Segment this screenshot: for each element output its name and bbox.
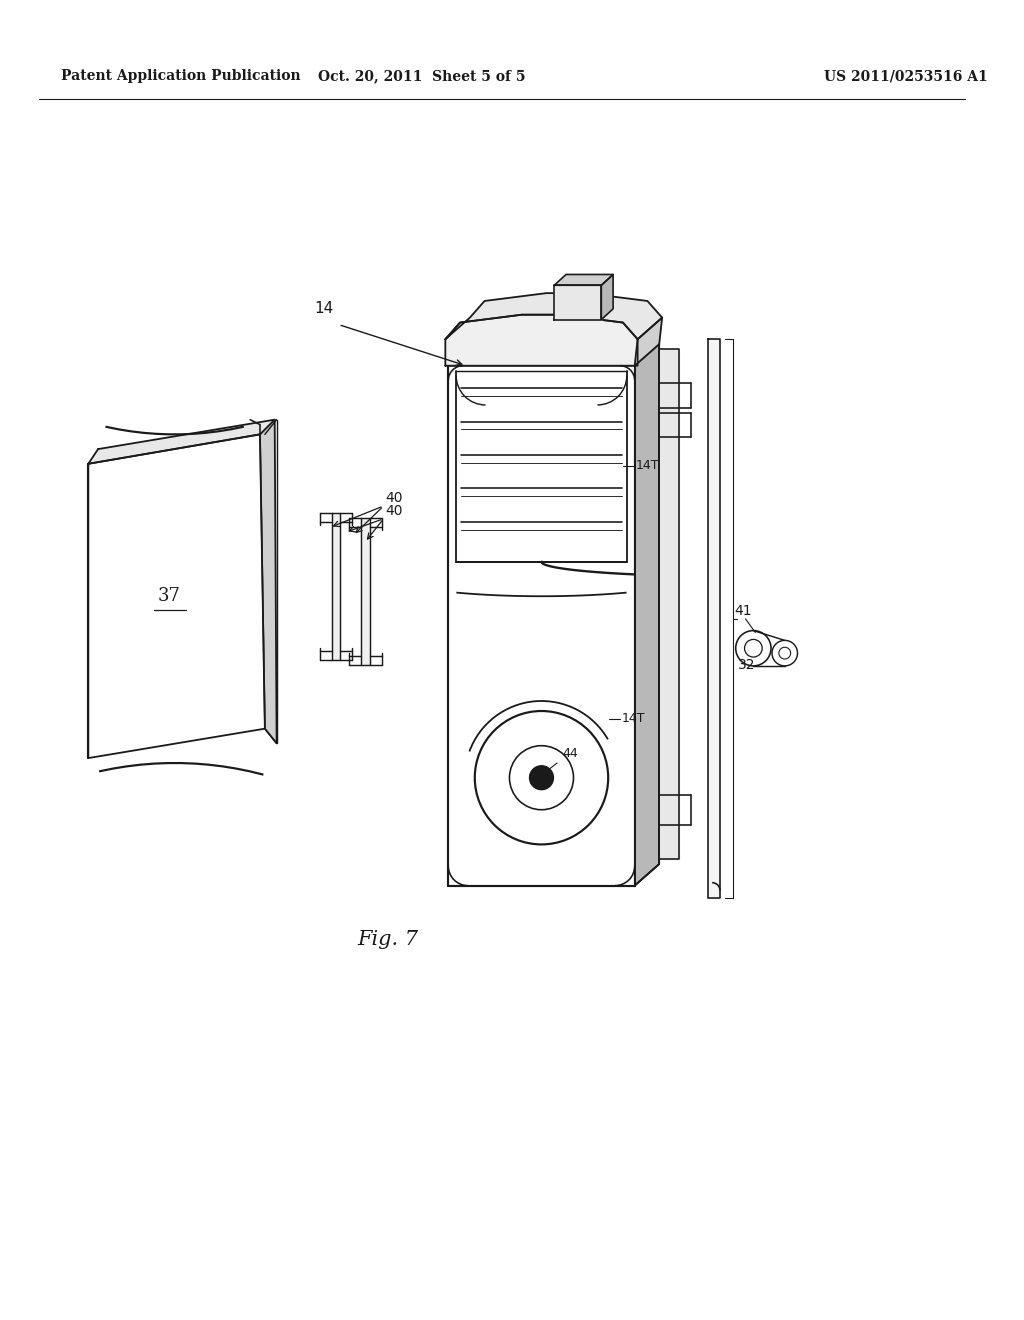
Polygon shape bbox=[709, 339, 720, 899]
Text: 40: 40 bbox=[385, 504, 403, 517]
Text: 14T: 14T bbox=[622, 713, 645, 726]
Text: 41: 41 bbox=[735, 605, 753, 618]
Text: US 2011/0253516 A1: US 2011/0253516 A1 bbox=[824, 70, 988, 83]
Polygon shape bbox=[445, 293, 663, 339]
Text: Fig. 7: Fig. 7 bbox=[357, 931, 418, 949]
Polygon shape bbox=[554, 285, 601, 319]
Polygon shape bbox=[88, 420, 274, 463]
Polygon shape bbox=[88, 434, 265, 758]
Text: 40: 40 bbox=[385, 491, 403, 506]
Polygon shape bbox=[554, 275, 613, 285]
Polygon shape bbox=[601, 275, 613, 319]
Polygon shape bbox=[659, 348, 679, 859]
Text: 14T: 14T bbox=[636, 459, 659, 473]
Polygon shape bbox=[449, 366, 635, 886]
Text: Oct. 20, 2011  Sheet 5 of 5: Oct. 20, 2011 Sheet 5 of 5 bbox=[318, 70, 525, 83]
Text: Patent Application Publication: Patent Application Publication bbox=[60, 70, 300, 83]
Polygon shape bbox=[332, 513, 340, 660]
Text: 32: 32 bbox=[737, 657, 755, 672]
Circle shape bbox=[529, 766, 554, 789]
Polygon shape bbox=[445, 314, 638, 366]
Polygon shape bbox=[361, 517, 370, 665]
Text: 14: 14 bbox=[314, 301, 334, 317]
Polygon shape bbox=[635, 345, 659, 886]
Circle shape bbox=[772, 640, 798, 665]
Text: 37: 37 bbox=[158, 587, 180, 606]
Text: 44: 44 bbox=[530, 747, 578, 783]
Polygon shape bbox=[635, 318, 663, 366]
Polygon shape bbox=[260, 420, 276, 743]
